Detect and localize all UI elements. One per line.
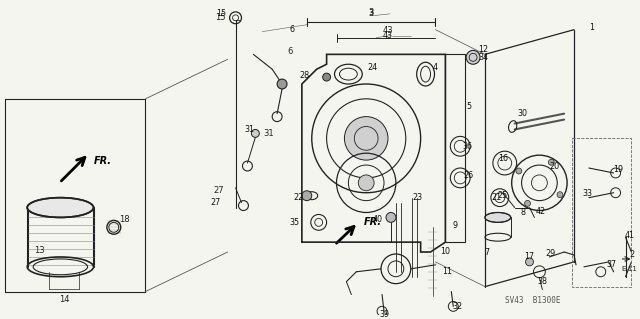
Text: 9: 9 — [452, 221, 458, 230]
Text: 5: 5 — [467, 102, 472, 111]
Circle shape — [548, 159, 554, 165]
Text: E-11: E-11 — [621, 266, 637, 272]
Text: 17: 17 — [524, 252, 534, 262]
Circle shape — [386, 212, 396, 222]
Text: 16: 16 — [498, 154, 508, 163]
Circle shape — [344, 117, 388, 160]
Circle shape — [323, 73, 331, 81]
Text: 13: 13 — [35, 246, 45, 255]
Text: 37: 37 — [607, 260, 617, 269]
Text: 33: 33 — [583, 189, 593, 198]
Text: 10: 10 — [440, 247, 451, 256]
Text: 23: 23 — [413, 193, 423, 202]
Text: 27: 27 — [211, 198, 221, 207]
Text: 39: 39 — [379, 310, 389, 319]
Text: 3: 3 — [369, 8, 374, 17]
Circle shape — [525, 258, 534, 266]
Text: 43: 43 — [383, 26, 394, 35]
Text: 1: 1 — [589, 23, 595, 32]
Ellipse shape — [28, 198, 93, 218]
Text: 15: 15 — [215, 13, 226, 22]
Bar — [445, 54, 465, 242]
Text: 42: 42 — [535, 207, 545, 216]
Circle shape — [277, 79, 287, 89]
Text: 26: 26 — [463, 171, 473, 181]
Text: 41: 41 — [625, 231, 634, 240]
Text: 30: 30 — [518, 109, 527, 118]
Text: 20: 20 — [549, 161, 559, 171]
Text: 28: 28 — [300, 70, 310, 80]
Bar — [572, 138, 632, 286]
Circle shape — [252, 130, 259, 137]
Text: 12: 12 — [478, 45, 488, 54]
Ellipse shape — [466, 50, 480, 64]
Text: 4: 4 — [433, 63, 438, 72]
Text: 38: 38 — [538, 277, 547, 286]
Text: 31: 31 — [263, 130, 274, 138]
Text: 22: 22 — [294, 193, 304, 202]
Text: FR.: FR. — [94, 156, 112, 166]
Text: 2: 2 — [629, 250, 634, 259]
Text: 34: 34 — [478, 53, 488, 62]
Circle shape — [302, 191, 312, 201]
Circle shape — [525, 200, 531, 206]
Text: 6: 6 — [287, 47, 292, 56]
Text: 32: 32 — [452, 302, 462, 311]
Text: 40: 40 — [373, 215, 383, 224]
Text: 25: 25 — [498, 191, 508, 200]
Text: 6: 6 — [289, 25, 294, 34]
Text: 43: 43 — [383, 31, 393, 40]
Circle shape — [516, 168, 522, 174]
Ellipse shape — [485, 212, 511, 222]
Text: 18: 18 — [119, 215, 129, 224]
Text: FR.: FR. — [364, 217, 382, 227]
Text: 24: 24 — [367, 63, 377, 72]
Text: 36: 36 — [462, 142, 472, 151]
Text: 3: 3 — [369, 9, 374, 18]
Text: 8: 8 — [520, 208, 525, 217]
Text: 27: 27 — [213, 186, 223, 195]
Text: 29: 29 — [545, 249, 556, 257]
Circle shape — [358, 175, 374, 191]
Text: 14: 14 — [59, 295, 70, 304]
Text: 11: 11 — [442, 267, 452, 276]
Text: 19: 19 — [614, 166, 623, 174]
Text: 21: 21 — [492, 193, 502, 202]
Text: 31: 31 — [244, 125, 255, 134]
Text: SV43  B1300E: SV43 B1300E — [505, 296, 560, 305]
Text: 15: 15 — [216, 9, 227, 18]
Text: 35: 35 — [290, 218, 300, 227]
Text: 7: 7 — [484, 248, 490, 256]
Circle shape — [557, 192, 563, 198]
